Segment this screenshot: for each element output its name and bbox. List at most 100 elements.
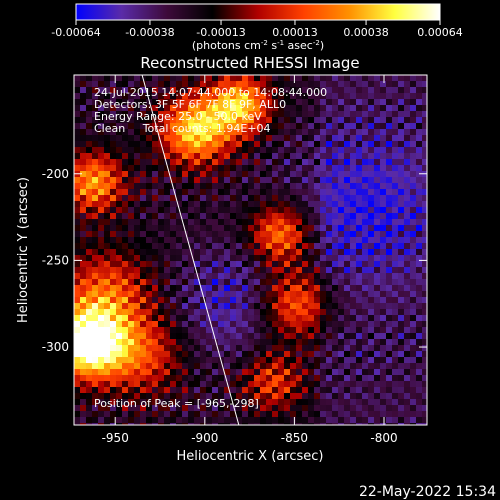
heatmap-cell <box>218 351 224 357</box>
heatmap-cell <box>176 357 182 363</box>
heatmap-cell <box>170 153 176 159</box>
heatmap-cell <box>362 171 368 177</box>
heatmap-cell <box>206 171 212 177</box>
heatmap-cell <box>320 159 326 165</box>
heatmap-cell <box>158 243 164 249</box>
heatmap-cell <box>272 255 278 261</box>
heatmap-cell <box>332 147 338 153</box>
heatmap-cell <box>128 249 134 255</box>
heatmap-cell <box>410 237 416 243</box>
heatmap-cell <box>134 249 140 255</box>
heatmap-cell <box>248 165 254 171</box>
heatmap-cell <box>290 141 296 147</box>
heatmap-cell <box>398 285 404 291</box>
heatmap-cell <box>266 369 272 375</box>
heatmap-cell <box>164 171 170 177</box>
heatmap-cell <box>404 279 410 285</box>
heatmap-cell <box>188 267 194 273</box>
heatmap-cell <box>92 405 98 411</box>
heatmap-cell <box>146 297 152 303</box>
heatmap-cell <box>362 417 368 423</box>
heatmap-cell <box>368 81 374 87</box>
heatmap-cell <box>374 357 380 363</box>
heatmap-cell <box>320 387 326 393</box>
heatmap-cell <box>80 339 86 345</box>
heatmap-cell <box>254 81 260 87</box>
heatmap-cell <box>368 249 374 255</box>
heatmap-cell <box>338 273 344 279</box>
heatmap-cell <box>278 87 284 93</box>
heatmap-cell <box>302 165 308 171</box>
heatmap-cell <box>314 141 320 147</box>
heatmap-cell <box>170 177 176 183</box>
heatmap-cell <box>116 147 122 153</box>
heatmap-cell <box>278 165 284 171</box>
heatmap-cell <box>314 381 320 387</box>
heatmap-cell <box>116 369 122 375</box>
heatmap-cell <box>194 231 200 237</box>
heatmap-cell <box>134 411 140 417</box>
heatmap-cell <box>266 297 272 303</box>
heatmap-cell <box>128 285 134 291</box>
heatmap-cell <box>410 399 416 405</box>
heatmap-cell <box>278 399 284 405</box>
heatmap-cell <box>206 297 212 303</box>
heatmap-cell <box>248 213 254 219</box>
heatmap-cell <box>392 243 398 249</box>
heatmap-cell <box>140 405 146 411</box>
heatmap-cell <box>92 189 98 195</box>
heatmap-cell <box>194 87 200 93</box>
colorbar-tick-label: -0.00013 <box>196 26 245 39</box>
heatmap-cell <box>152 273 158 279</box>
heatmap-cell <box>374 303 380 309</box>
heatmap-cell <box>290 375 296 381</box>
heatmap-cell <box>230 213 236 219</box>
heatmap-cell <box>194 405 200 411</box>
heatmap-cell <box>320 285 326 291</box>
heatmap-cell <box>254 315 260 321</box>
heatmap-cell <box>350 225 356 231</box>
heatmap-cell <box>416 219 422 225</box>
heatmap-cell <box>290 75 296 81</box>
heatmap-cell <box>182 141 188 147</box>
heatmap-cell <box>230 309 236 315</box>
heatmap-cell <box>128 153 134 159</box>
heatmap-cell <box>212 321 218 327</box>
heatmap-cell <box>86 387 92 393</box>
heatmap-cell <box>260 255 266 261</box>
heatmap-cell <box>290 381 296 387</box>
heatmap-cell <box>182 279 188 285</box>
heatmap-cell <box>404 171 410 177</box>
heatmap-cell <box>86 213 92 219</box>
heatmap-cell <box>380 105 386 111</box>
heatmap-cell <box>104 147 110 153</box>
heatmap-cell <box>236 357 242 363</box>
heatmap-cell <box>206 93 212 99</box>
heatmap-cell <box>224 393 230 399</box>
heatmap-cell <box>422 297 427 303</box>
heatmap-cell <box>158 237 164 243</box>
heatmap-cell <box>158 369 164 375</box>
heatmap-cell <box>158 213 164 219</box>
heatmap-cell <box>200 339 206 345</box>
heatmap-cell <box>404 87 410 93</box>
heatmap-cell <box>98 141 104 147</box>
heatmap-cell <box>110 123 116 129</box>
heatmap-cell <box>308 189 314 195</box>
heatmap-cell <box>104 111 110 117</box>
heatmap-cell <box>134 153 140 159</box>
heatmap-cell <box>170 381 176 387</box>
heatmap-cell <box>392 297 398 303</box>
heatmap-cell <box>200 183 206 189</box>
heatmap-cell <box>398 207 404 213</box>
heatmap-cell <box>242 93 248 99</box>
heatmap-cell <box>140 177 146 183</box>
heatmap-cell <box>122 225 128 231</box>
heatmap-cell <box>92 423 98 425</box>
heatmap-cell <box>308 249 314 255</box>
heatmap-cell <box>350 357 356 363</box>
heatmap-cell <box>332 393 338 399</box>
heatmap-cell <box>230 273 236 279</box>
heatmap-cell <box>302 129 308 135</box>
heatmap-cell <box>314 393 320 399</box>
